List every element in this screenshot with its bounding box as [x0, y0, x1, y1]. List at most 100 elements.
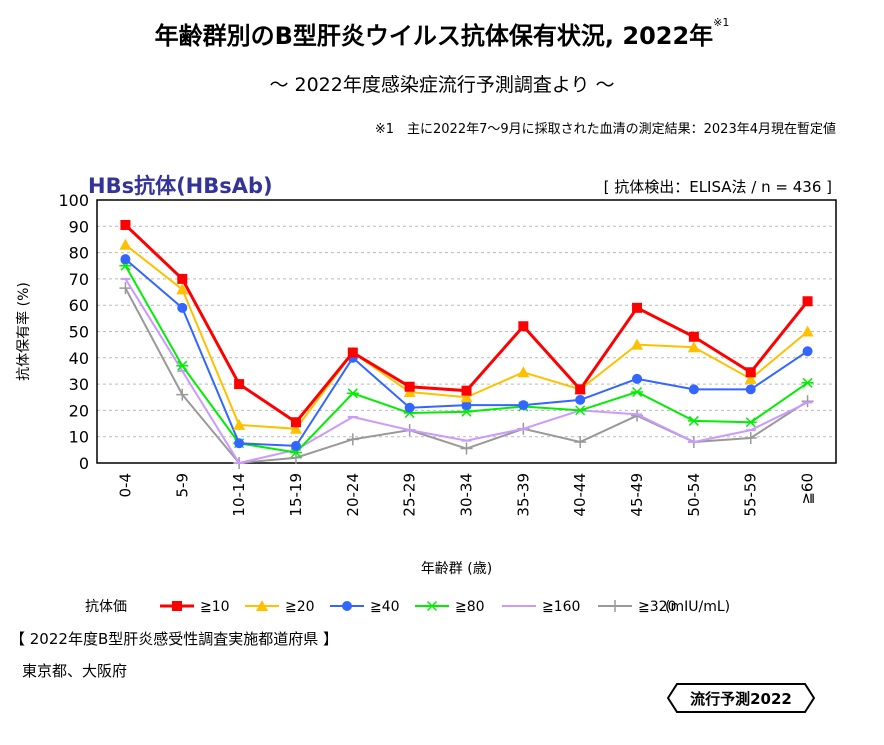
x-tick-label: 40-44 [571, 473, 589, 517]
data-point [290, 440, 301, 451]
y-tick-label: 60 [69, 296, 89, 315]
y-tick-label: 70 [69, 270, 89, 289]
legend-item: ≧20 [245, 599, 315, 615]
data-point [632, 373, 643, 384]
legend-marker [426, 600, 438, 612]
x-tick-label: 45-49 [628, 473, 646, 517]
data-point [575, 384, 586, 395]
y-tick-label: 50 [69, 323, 89, 342]
x-tick-label: 55-59 [742, 473, 760, 517]
data-point [461, 400, 472, 411]
badge-logo: 流行予測2022 [667, 683, 815, 713]
data-point [744, 432, 757, 445]
footnote: ※1 主に2022年7～9月に採取された血清の測定結果：2023年4月現在暫定値 [374, 122, 836, 137]
data-point [744, 417, 757, 428]
y-tick-label: 90 [69, 217, 89, 236]
data-point [119, 282, 132, 295]
data-point [404, 381, 415, 392]
data-point [289, 451, 302, 464]
data-point [234, 438, 245, 449]
x-tick-label: ≧60 [799, 473, 817, 505]
data-point [631, 386, 644, 398]
data-point [347, 347, 358, 358]
data-point [346, 433, 359, 446]
legend-label: ≧320 [638, 599, 676, 615]
data-point [632, 302, 643, 313]
legend-item: ≧10 [160, 599, 230, 615]
title-footnote-mark: ※1 [713, 16, 730, 29]
data-point [404, 402, 415, 413]
badge-text: 流行予測2022 [690, 690, 792, 708]
legend-item: ≧160 [502, 599, 580, 615]
data-point [177, 273, 188, 284]
data-point [574, 435, 587, 448]
data-point [517, 366, 530, 378]
legend-marker [342, 601, 352, 611]
legend-item: ≧40 [330, 599, 400, 615]
legend-item: ≧80 [415, 599, 485, 615]
series-line [124, 265, 809, 454]
y-tick-label: 30 [69, 375, 89, 394]
legend-label: ≧20 [285, 599, 315, 615]
plot-frame [96, 199, 837, 464]
data-point [461, 385, 472, 396]
data-point [745, 384, 756, 395]
series-line [124, 278, 809, 465]
y-tick-label: 20 [69, 401, 89, 420]
data-point [688, 331, 699, 342]
x-tick-label: 35-39 [514, 473, 532, 517]
legend-item: ≧320 [598, 599, 676, 615]
data-point [177, 302, 188, 313]
data-point [687, 341, 700, 353]
y-tick-label: 80 [69, 244, 89, 263]
x-axis-label: 年齢群 (歳) [421, 561, 492, 577]
x-tick-label: 50-54 [685, 473, 703, 517]
data-point [176, 360, 189, 371]
x-tick-label: 10-14 [230, 473, 248, 517]
line-chart: 0 10 20 30 40 50 60 70 80 90 100 0-4 5-9 10-14 15-19 20… [15, 191, 837, 615]
data-point [233, 418, 246, 430]
data-point [744, 372, 757, 384]
data-point [575, 394, 586, 405]
data-point [801, 325, 814, 337]
footer-heading: 【 2022年度B型肝炎感受性調査実施都道府県 】 [10, 630, 339, 648]
y-tick-label: 100 [58, 191, 89, 210]
data-point [176, 388, 189, 401]
data-point [120, 219, 131, 230]
data-point [802, 346, 813, 357]
x-tick-label: 20-24 [344, 473, 362, 517]
y-tick-label: 10 [69, 428, 89, 447]
method-label: [ 抗体検出：ELISA法 / n = 436 ] [603, 178, 832, 196]
data-point [120, 254, 131, 265]
data-point [176, 283, 189, 295]
data-point [234, 379, 245, 390]
y-axis-label: 抗体保有率 (%) [15, 282, 32, 381]
legend-label: ≧160 [542, 599, 580, 615]
chart-title: 年齢群別のB型肝炎ウイルス抗体保有状況, 2022年※1 [0, 16, 884, 51]
legend-marker [256, 600, 268, 611]
data-point [460, 391, 473, 403]
legend-unit: (mIU/mL) [665, 599, 730, 615]
data-point [801, 395, 814, 408]
x-tick-label: 0-4 [116, 473, 134, 498]
data-point [518, 321, 529, 332]
data-point [119, 238, 132, 250]
legend-label: ≧40 [370, 599, 400, 615]
legend-label: ≧80 [455, 599, 485, 615]
data-point [290, 417, 301, 428]
data-point [687, 415, 700, 426]
x-tick-label: 15-19 [287, 473, 305, 517]
data-point [518, 400, 529, 411]
title-text: 年齢群別のB型肝炎ウイルス抗体保有状況, 2022年 [154, 22, 714, 50]
data-point [688, 384, 699, 395]
chart-subtitle: ～ 2022年度感染症流行予測調査より ～ [269, 74, 615, 96]
footer-prefectures: 東京都、大阪府 [22, 662, 128, 680]
series-≧160 [120, 277, 813, 465]
series-≧10 [120, 219, 813, 428]
x-tick-label: 25-29 [401, 473, 419, 517]
series-≧40 [120, 254, 813, 451]
series-≧80 [119, 260, 814, 458]
data-point [802, 296, 813, 307]
data-point [346, 388, 359, 399]
